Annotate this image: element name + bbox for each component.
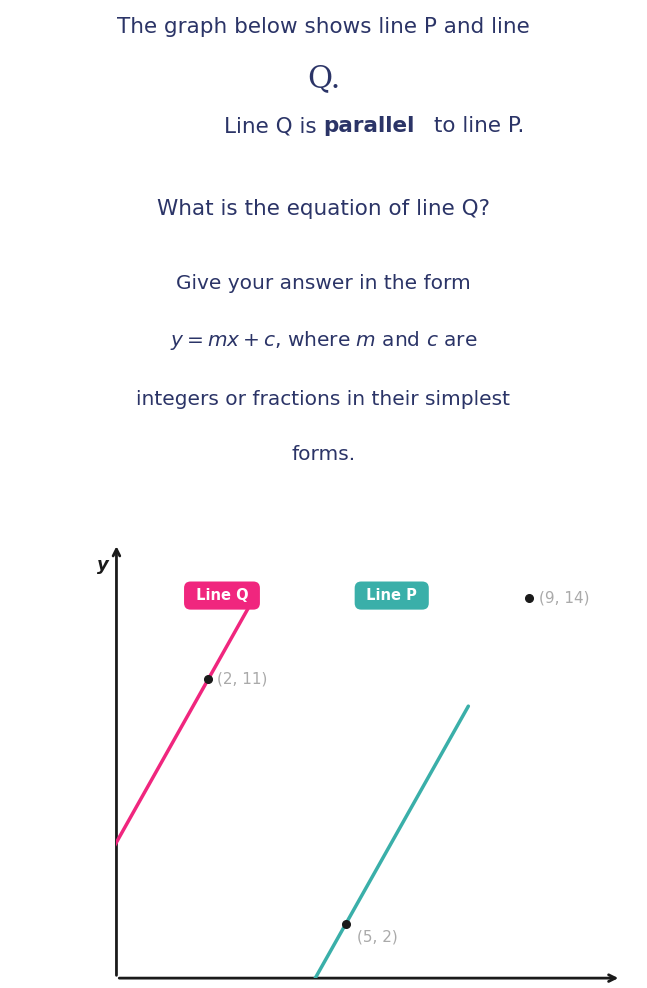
Text: Q.: Q. — [307, 63, 340, 95]
Text: The graph below shows line P and line: The graph below shows line P and line — [117, 17, 530, 37]
Text: to line P.: to line P. — [427, 117, 525, 136]
Text: Line P: Line P — [361, 588, 422, 603]
Text: parallel: parallel — [324, 117, 415, 136]
Text: Line Q is: Line Q is — [224, 117, 324, 136]
Text: (5, 2): (5, 2) — [357, 929, 398, 945]
Text: Line Q: Line Q — [191, 588, 254, 603]
Text: forms.: forms. — [291, 446, 356, 464]
Text: (2, 11): (2, 11) — [217, 672, 268, 687]
Text: What is the equation of line Q?: What is the equation of line Q? — [157, 200, 490, 219]
Text: $y = mx + c$, where $m$ and $c$ are: $y = mx + c$, where $m$ and $c$ are — [170, 329, 477, 352]
Text: (9, 14): (9, 14) — [538, 590, 589, 606]
Text: y: y — [97, 556, 109, 574]
Text: integers or fractions in their simplest: integers or fractions in their simplest — [137, 390, 510, 409]
Text: Give your answer in the form: Give your answer in the form — [176, 274, 471, 292]
